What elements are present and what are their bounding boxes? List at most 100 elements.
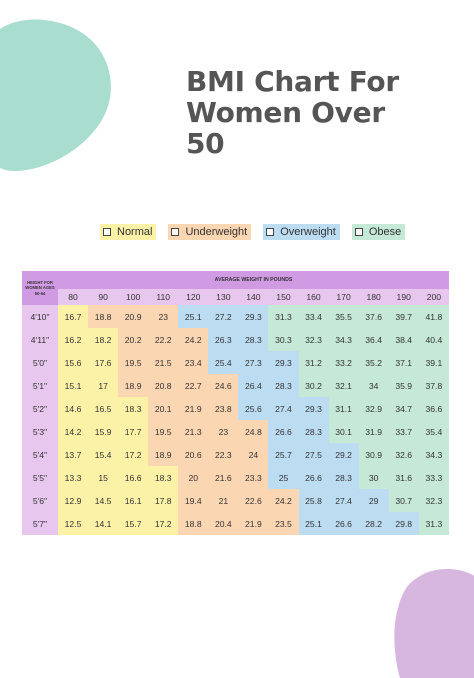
bmi-cell: 25.1 [178, 305, 209, 328]
bmi-cell: 41.8 [418, 305, 449, 328]
bmi-cell: 20.1 [148, 397, 179, 420]
bmi-cell: 12.5 [58, 512, 89, 535]
weight-header-cell: 140 [238, 289, 269, 305]
bmi-cell: 38.4 [388, 328, 419, 351]
table-row: 5'6" 12.9 14.5 16.1 17.8 19.4 21 22.6 24.2 25.8 27… [22, 489, 449, 512]
bmi-cell: 24 [238, 443, 269, 466]
bmi-cell: 31.3 [268, 305, 299, 328]
bmi-cell: 33.4 [298, 305, 329, 328]
bmi-table-container: HEIGHT FOR WOMEN AGES 50-64 AVERAGE WEIG… [22, 271, 449, 535]
bmi-cell: 35.5 [328, 305, 359, 328]
bmi-cell: 17 [88, 374, 119, 397]
bmi-cell: 15.7 [118, 512, 149, 535]
bmi-cell: 17.8 [148, 489, 179, 512]
bmi-cell: 29 [358, 489, 389, 512]
bmi-cell: 31.3 [418, 512, 449, 535]
height-cell: 5'2" [22, 397, 58, 420]
bmi-cell: 23 [148, 305, 179, 328]
weight-header-cell: 80 [58, 289, 89, 305]
bmi-cell: 29.3 [238, 305, 269, 328]
bmi-cell: 15.6 [58, 351, 89, 374]
bmi-cell: 17.7 [118, 420, 149, 443]
bmi-cell: 16.5 [88, 397, 119, 420]
legend-label: Obese [368, 226, 402, 238]
bmi-cell: 35.9 [388, 374, 419, 397]
bmi-cell: 14.2 [58, 420, 89, 443]
legend-item-obese: Obese [351, 224, 406, 240]
bmi-cell: 40.4 [418, 328, 449, 351]
height-cell: 5'4" [22, 443, 58, 466]
bmi-cell: 31.1 [328, 397, 359, 420]
page-title: BMI Chart For Women Over 50 [186, 65, 399, 160]
legend-label: Overweight [280, 226, 336, 238]
weight-header-cell: 120 [178, 289, 209, 305]
bmi-cell: 27.3 [238, 351, 269, 374]
bmi-cell: 14.6 [58, 397, 89, 420]
height-cell: 4'10" [22, 305, 58, 328]
bmi-cell: 37.8 [418, 374, 449, 397]
bmi-cell: 19.5 [148, 420, 179, 443]
legend-swatch-icon [171, 228, 180, 236]
bmi-cell: 21.5 [148, 351, 179, 374]
bmi-cell: 20.8 [148, 374, 179, 397]
bmi-cell: 16.2 [58, 328, 89, 351]
bmi-cell: 31.2 [298, 351, 329, 374]
height-cell: 5'1" [22, 374, 58, 397]
bmi-cell: 35.2 [358, 351, 389, 374]
bmi-cell: 23.8 [208, 397, 239, 420]
bmi-cell: 29.2 [328, 443, 359, 466]
bmi-cell: 23.5 [268, 512, 299, 535]
bmi-cell: 18.2 [88, 328, 119, 351]
bmi-cell: 30.2 [298, 374, 329, 397]
bmi-cell: 27.2 [208, 305, 239, 328]
bmi-cell: 28.3 [328, 466, 359, 489]
bmi-cell: 39.1 [418, 351, 449, 374]
bmi-cell: 18.3 [148, 466, 179, 489]
bmi-cell: 19.5 [118, 351, 149, 374]
weight-header-cell: 90 [88, 289, 119, 305]
bmi-cell: 27.5 [298, 443, 329, 466]
bmi-cell: 24.2 [178, 328, 209, 351]
bmi-cell: 33.7 [388, 420, 419, 443]
bmi-cell: 21.9 [238, 512, 269, 535]
bmi-cell: 36.4 [358, 328, 389, 351]
bmi-cell: 20.2 [118, 328, 149, 351]
bmi-cell: 15.9 [88, 420, 119, 443]
weight-column-header: AVERAGE WEIGHT IN POUNDS [58, 271, 449, 289]
bmi-cell: 23 [208, 420, 239, 443]
bmi-cell: 32.3 [298, 328, 329, 351]
bmi-cell: 32.1 [328, 374, 359, 397]
bmi-cell: 26.3 [208, 328, 239, 351]
table-row: 5'3" 14.2 15.9 17.7 19.5 21.3 23 24.8 26.6 28.3 30… [22, 420, 449, 443]
bmi-cell: 31.6 [388, 466, 419, 489]
table-body: 4'10" 16.7 18.8 20.9 23 25.1 27.2 29.3 31.3 33.4 3… [22, 305, 449, 535]
bmi-cell: 16.1 [118, 489, 149, 512]
bmi-cell: 17.2 [118, 443, 149, 466]
bmi-cell: 27.4 [268, 397, 299, 420]
bmi-cell: 28.3 [238, 328, 269, 351]
bmi-cell: 36.6 [418, 397, 449, 420]
bmi-cell: 15.4 [88, 443, 119, 466]
bmi-cell: 26.6 [328, 512, 359, 535]
bmi-cell: 26.6 [298, 466, 329, 489]
bmi-cell: 23.4 [178, 351, 209, 374]
legend-item-overweight: Overweight [263, 224, 340, 240]
bmi-cell: 25 [268, 466, 299, 489]
bmi-cell: 26.6 [268, 420, 299, 443]
bmi-cell: 25.8 [298, 489, 329, 512]
bmi-cell: 30.7 [388, 489, 419, 512]
bmi-cell: 21.6 [208, 466, 239, 489]
bmi-cell: 34.7 [388, 397, 419, 420]
bmi-cell: 27.4 [328, 489, 359, 512]
bmi-cell: 18.3 [118, 397, 149, 420]
legend-item-underweight: Underweight [168, 224, 252, 240]
weight-header-cell: 200 [418, 289, 449, 305]
bmi-cell: 14.5 [88, 489, 119, 512]
table-row: 5'2" 14.6 16.5 18.3 20.1 21.9 23.8 25.6 27.4 29.3… [22, 397, 449, 420]
table-row: 5'0" 15.6 17.6 19.5 21.5 23.4 25.4 27.3 29.3 31.2… [22, 351, 449, 374]
bmi-cell: 29.8 [388, 512, 419, 535]
bmi-cell: 22.6 [238, 489, 269, 512]
bmi-cell: 33.3 [418, 466, 449, 489]
bmi-cell: 30.9 [358, 443, 389, 466]
weight-header-cell: 160 [298, 289, 329, 305]
